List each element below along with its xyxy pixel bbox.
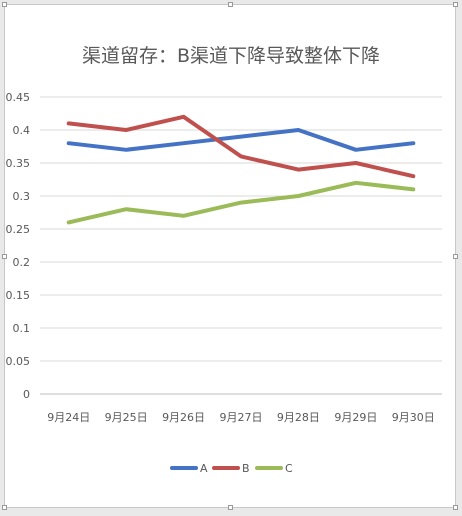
y-tick-label: 0.4 <box>13 124 31 137</box>
x-axis-ticks: 9月24日 9月25日 9月26日 9月27日 9月28日 9月29日 9月30日 <box>47 411 435 424</box>
y-tick-label: 0.2 <box>13 256 31 269</box>
chart-title: 渠道留存：B渠道下降导致整体下降 <box>82 45 380 67</box>
x-tick-label: 9月28日 <box>277 411 320 424</box>
x-tick-label: 9月25日 <box>105 411 148 424</box>
legend-label-a: A <box>200 462 208 475</box>
chart-frame[interactable] <box>4 4 456 508</box>
resize-handle-bottom-left[interactable] <box>2 505 7 510</box>
legend-label-c: C <box>285 462 293 475</box>
y-axis-ticks: 0 0.05 0.1 0.15 0.2 0.25 0.3 0.35 0.4 0.45 <box>6 91 31 401</box>
y-tick-label: 0.3 <box>13 190 31 203</box>
series-line-a[interactable] <box>66 128 416 152</box>
y-tick-label: 0.05 <box>6 355 31 368</box>
y-tick-label: 0 <box>23 388 30 401</box>
series-lines <box>66 114 416 225</box>
x-tick-label: 9月30日 <box>392 411 435 424</box>
x-tick-label: 9月29日 <box>334 411 377 424</box>
resize-handle-top-left[interactable] <box>2 2 7 7</box>
y-tick-label: 0.1 <box>13 322 31 335</box>
series-line-c[interactable] <box>66 180 416 225</box>
legend-label-b: B <box>242 462 250 475</box>
resize-handle-top-right[interactable] <box>453 2 458 7</box>
legend: A B C <box>170 462 293 475</box>
x-tick-label: 9月26日 <box>162 411 205 424</box>
y-tick-label: 0.15 <box>6 289 31 302</box>
x-tick-label: 9月27日 <box>220 411 263 424</box>
resize-handle-right[interactable] <box>453 254 458 259</box>
resize-handle-top[interactable] <box>228 2 233 7</box>
x-tick-label: 9月24日 <box>47 411 90 424</box>
y-tick-label: 0.45 <box>6 91 31 104</box>
gridlines <box>40 96 442 395</box>
y-tick-label: 0.35 <box>6 157 31 170</box>
resize-handle-bottom-right[interactable] <box>453 505 458 510</box>
y-tick-label: 0.25 <box>6 223 31 236</box>
resize-handle-bottom[interactable] <box>228 505 233 510</box>
series-line-b[interactable] <box>66 114 416 179</box>
resize-handle-left[interactable] <box>2 254 7 259</box>
